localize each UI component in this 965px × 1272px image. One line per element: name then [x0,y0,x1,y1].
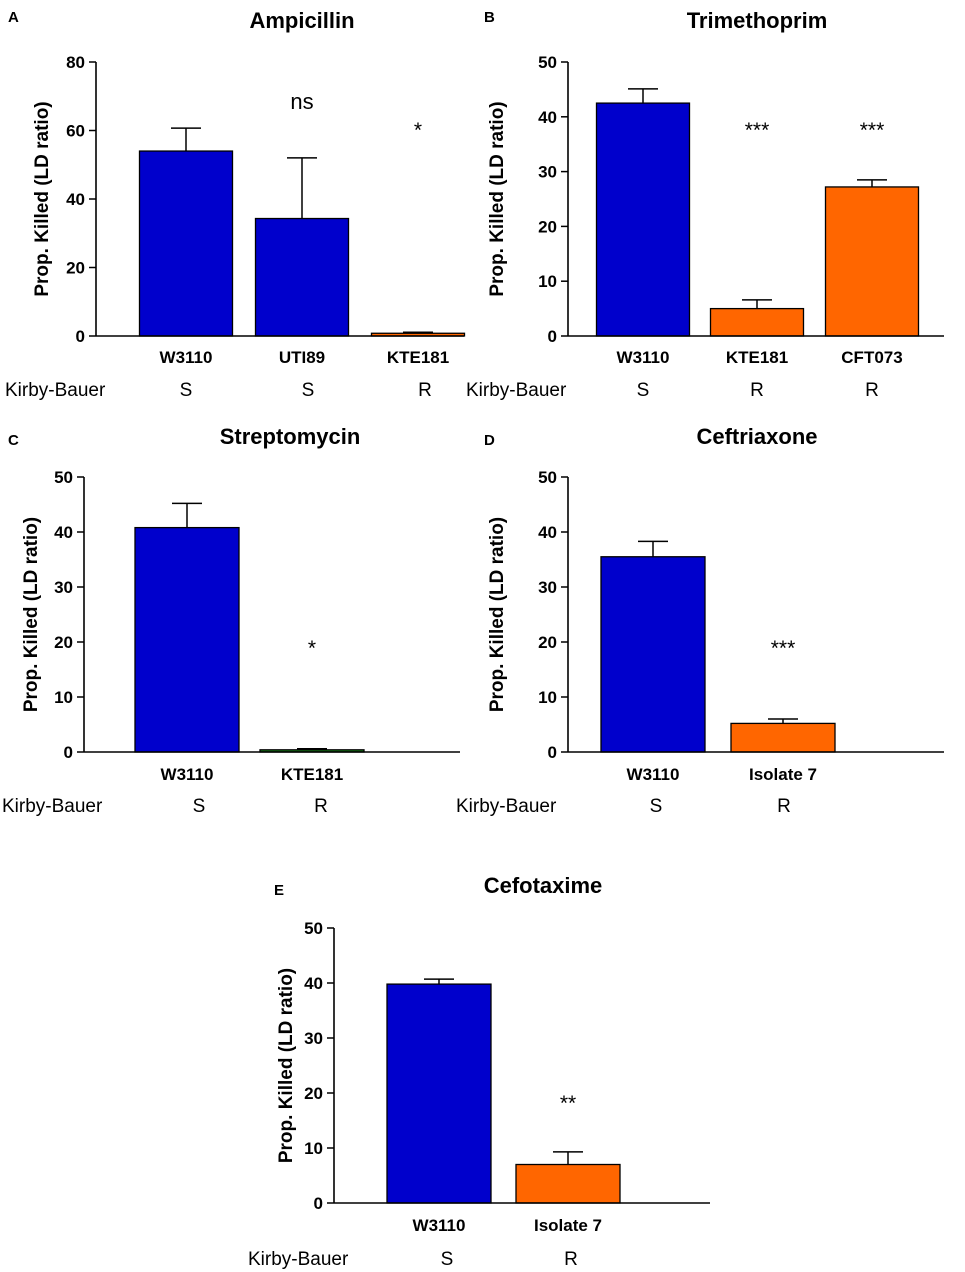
chart-title: Trimethoprim [687,8,828,33]
kirby-bauer-label: Kirby-Bauer [5,380,106,401]
kirby-bauer-value: R [750,380,764,401]
kirby-bauer-value: R [418,380,432,401]
bar-kte181 [709,307,805,337]
significance-label: *** [771,637,796,660]
x-tick-label: KTE181 [726,348,788,367]
y-tick-label: 0 [548,743,557,762]
significance-label: * [308,637,316,660]
y-tick-label: 20 [538,217,557,236]
panel-letter: D [484,432,495,449]
bar-uti89 [254,217,350,337]
y-tick-label: 40 [538,108,557,127]
y-tick-label: 0 [64,743,73,762]
x-tick-label: KTE181 [387,348,449,367]
y-tick-label: 40 [66,190,85,209]
kirby-bauer-label: Kirby-Bauer [2,796,103,817]
y-tick-label: 20 [538,633,557,652]
y-tick-label: 20 [54,633,73,652]
x-tick-label: Isolate 7 [534,1216,602,1235]
chart-title: Cefotaxime [484,873,603,898]
y-axis-label: Prop. Killed (LD ratio) [487,101,508,296]
significance-label: *** [860,119,885,142]
kirby-bauer-label: Kirby-Bauer [456,796,557,817]
y-axis-label: Prop. Killed (LD ratio) [32,101,53,296]
bar-w3110 [134,526,240,753]
panel-letter: C [8,432,19,449]
panel-a: A Ampicillin Prop. Killed (LD ratio) W3110 S… [5,8,466,401]
bar-w3110 [386,983,492,1204]
bar-w3110 [600,556,706,753]
y-tick-label: 10 [304,1139,323,1158]
bar-w3110 [138,150,234,337]
y-axis-label: Prop. Killed (LD ratio) [21,517,42,712]
y-tick-label: 40 [54,523,73,542]
kirby-bauer-value: S [180,380,193,401]
chart-title: Ampicillin [249,8,354,33]
y-tick-label: 20 [304,1084,323,1103]
significance-label: ** [560,1092,576,1115]
panel-b: B Trimethoprim Prop. Killed (LD ratio) W311… [466,8,944,401]
kirby-bauer-value: S [302,380,315,401]
panel-c: C Streptomycin Prop. Killed (LD ratio) W311… [2,424,460,817]
x-tick-label: W3110 [617,348,670,367]
y-tick-label: 20 [66,259,85,278]
x-tick-label: W3110 [627,765,680,784]
panels: A Ampicillin Prop. Killed (LD ratio) W3110 S… [2,8,944,1270]
y-tick-label: 10 [538,688,557,707]
chart-title: Ceftriaxone [696,424,817,449]
y-tick-label: 0 [76,327,85,346]
panel-letter: A [8,9,19,26]
kirby-bauer-value: R [865,380,879,401]
y-axis-label: Prop. Killed (LD ratio) [276,968,297,1163]
y-tick-label: 40 [304,974,323,993]
y-tick-label: 50 [54,468,73,487]
bar-cft073 [824,186,920,337]
kirby-bauer-value: S [441,1249,454,1270]
y-tick-label: 60 [66,122,85,141]
y-tick-label: 30 [54,578,73,597]
y-tick-label: 30 [538,578,557,597]
x-tick-label: KTE181 [281,765,343,784]
kirby-bauer-value: S [193,796,206,817]
y-tick-label: 0 [548,327,557,346]
significance-label: *** [745,119,770,142]
panel-e: E Cefotaxime Prop. Killed (LD ratio) W3110 S… [248,873,710,1270]
y-tick-label: 80 [66,53,85,72]
kirby-bauer-value: R [564,1249,578,1270]
x-tick-label: CFT073 [841,348,902,367]
kirby-bauer-value: S [650,796,663,817]
y-tick-label: 30 [304,1029,323,1048]
kirby-bauer-value: R [777,796,791,817]
y-tick-label: 50 [538,53,557,72]
x-tick-label: UTI89 [279,348,325,367]
kirby-bauer-value: R [314,796,328,817]
panel-letter: E [274,882,284,899]
x-tick-label: W3110 [161,765,214,784]
x-tick-label: Isolate 7 [749,765,817,784]
chart-title: Streptomycin [220,424,361,449]
bar-isolate-7 [730,722,836,753]
y-tick-label: 10 [54,688,73,707]
kirby-bauer-value: S [637,380,650,401]
significance-label: ns [290,89,313,114]
significance-label: * [414,119,422,142]
y-tick-label: 30 [538,163,557,182]
y-tick-label: 0 [314,1194,323,1213]
panel-letter: B [484,9,495,26]
y-axis-label: Prop. Killed (LD ratio) [487,517,508,712]
kirby-bauer-label: Kirby-Bauer [248,1249,349,1270]
x-tick-label: W3110 [413,1216,466,1235]
x-tick-label: W3110 [160,348,213,367]
y-tick-label: 50 [304,919,323,938]
y-tick-label: 40 [538,523,557,542]
bar-w3110 [595,102,691,337]
y-tick-label: 10 [538,272,557,291]
bar-isolate-7 [515,1163,621,1204]
y-tick-label: 50 [538,468,557,487]
kirby-bauer-label: Kirby-Bauer [466,380,567,401]
panel-d: D Ceftriaxone Prop. Killed (LD ratio) W3110… [456,424,944,817]
